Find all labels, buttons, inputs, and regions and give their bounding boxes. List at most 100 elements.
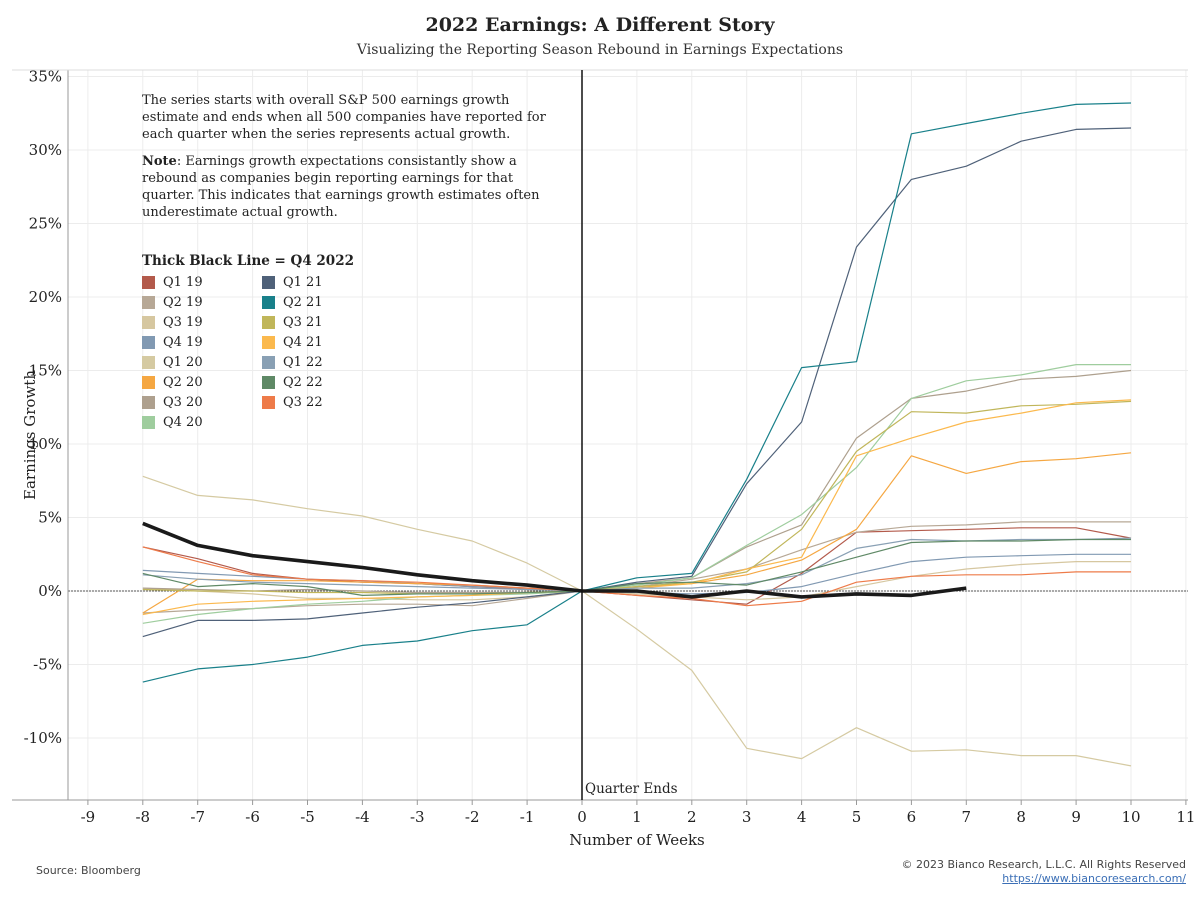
y-axis-label: Earnings Growth <box>21 370 39 500</box>
legend-label: Q4 21 <box>283 334 323 350</box>
legend-swatch <box>262 395 275 409</box>
x-tick-label: 9 <box>1071 808 1081 826</box>
legend-label: Q1 20 <box>163 354 203 370</box>
axes <box>12 69 1188 801</box>
y-tick-label: -10% <box>24 729 62 747</box>
legend-label: Q4 20 <box>163 414 203 430</box>
legend-item: Q4 21 <box>262 332 382 352</box>
series-layer <box>142 102 1132 767</box>
legend-label: Q2 19 <box>163 294 203 310</box>
legend-item: Q4 19 <box>142 332 262 352</box>
legend-item: Q3 21 <box>262 312 382 332</box>
legend-swatch <box>262 295 275 309</box>
series-line-q2-21 <box>142 102 1132 683</box>
legend-item: Q1 20 <box>142 352 262 372</box>
y-tick-label: 0% <box>38 582 62 600</box>
series-line-q1-20 <box>142 475 1132 767</box>
x-tick-label: 11 <box>1176 808 1195 826</box>
source-note: Source: Bloomberg <box>36 864 141 877</box>
legend-swatch <box>142 395 155 409</box>
chart-title: 2022 Earnings: A Different Story <box>425 14 775 36</box>
legend-label: Q4 19 <box>163 334 203 350</box>
legend-item: Q3 19 <box>142 312 262 332</box>
legend-swatch <box>262 335 275 349</box>
y-tick-label: 25% <box>29 215 62 233</box>
legend-swatch <box>262 375 275 389</box>
legend-items: Q1 19 Q2 19 Q3 19 Q4 19 Q1 20 Q2 20 Q3 20 Q4 20… <box>142 272 382 432</box>
x-tick-label: -5 <box>300 808 315 826</box>
chart-subtitle: Visualizing the Reporting Season Rebound… <box>356 42 844 58</box>
legend-swatch <box>142 355 155 369</box>
x-tick-label: -1 <box>520 808 535 826</box>
intro-note: The series starts with overall S&P 500 e… <box>142 93 546 142</box>
legend-item: Q4 20 <box>142 412 262 432</box>
legend-swatch <box>142 295 155 309</box>
y-tick-label: 5% <box>38 509 62 527</box>
x-tick-label: 1 <box>632 808 642 826</box>
series-line-q4-22 <box>142 521 967 599</box>
note-paragraph: Note: Earnings growth expectations consi… <box>142 153 562 221</box>
note-text: : Earnings growth expectations consistan… <box>142 154 540 220</box>
x-tick-label: -3 <box>410 808 425 826</box>
x-tick-label: -6 <box>245 808 260 826</box>
x-tick-label: -9 <box>81 808 96 826</box>
legend-swatch <box>142 275 155 289</box>
series-line-q1-21 <box>142 127 1132 638</box>
x-tick-label: -2 <box>465 808 480 826</box>
x-tick-label: 5 <box>852 808 862 826</box>
series-line-q3-21 <box>142 400 1132 595</box>
y-tick-label: 30% <box>29 141 62 159</box>
note-label: Note <box>142 154 177 169</box>
y-tick-label: 15% <box>29 362 62 380</box>
x-tick-label: 2 <box>687 808 697 826</box>
x-tick-label: 7 <box>962 808 972 826</box>
legend-item: Q3 20 <box>142 392 262 412</box>
legend-swatch <box>262 355 275 369</box>
legend-item: Q1 21 <box>262 272 382 292</box>
series-line-q2-22 <box>142 538 1131 597</box>
legend-label: Q3 19 <box>163 314 203 330</box>
y-tick-label: 35% <box>29 68 62 86</box>
legend-item: Q3 22 <box>262 392 382 412</box>
legend-item: Q2 21 <box>262 292 382 312</box>
legend-label: Q2 21 <box>283 294 323 310</box>
legend-label: Q3 20 <box>163 394 203 410</box>
legend-swatch <box>142 415 155 429</box>
legend-title: Thick Black Line = Q4 2022 <box>142 253 354 269</box>
x-tick-label: 4 <box>797 808 807 826</box>
legend-label: Q2 20 <box>163 374 203 390</box>
x-tick-labels: -9 -8 -7 -6 -5 -4 -3 -2 -1 0 1 2 3 4 5 6 7 8 9 10 11 <box>81 800 1195 826</box>
footer: © 2023 Bianco Research, L.L.C. All Right… <box>902 858 1186 886</box>
y-tick-label: 20% <box>29 288 62 306</box>
x-tick-label: 8 <box>1016 808 1026 826</box>
x-tick-label: -7 <box>190 808 205 826</box>
x-axis-label: Number of Weeks <box>569 831 705 849</box>
legend-item: Q2 22 <box>262 372 382 392</box>
legend-swatch <box>142 375 155 389</box>
copyright-text: © 2023 Bianco Research, L.L.C. All Right… <box>901 858 1186 871</box>
legend: Thick Black Line = Q4 2022 Q1 19 Q2 19 Q3 … <box>142 253 382 432</box>
legend-label: Q1 19 <box>163 274 203 290</box>
x-tick-label: 3 <box>742 808 752 826</box>
annotation-notes: The series starts with overall S&P 500 e… <box>142 92 562 231</box>
legend-label: Q2 22 <box>283 374 323 390</box>
legend-swatch <box>142 315 155 329</box>
x-tick-label: -4 <box>355 808 370 826</box>
legend-label: Q3 22 <box>283 394 323 410</box>
legend-swatch <box>262 275 275 289</box>
quarter-ends-label: Quarter Ends <box>585 781 678 797</box>
legend-label: Q1 22 <box>283 354 323 370</box>
legend-label: Q3 21 <box>283 314 323 330</box>
series-line-q4-20 <box>142 364 1131 624</box>
legend-label: Q1 21 <box>283 274 323 290</box>
legend-swatch <box>142 335 155 349</box>
x-tick-label: 0 <box>577 808 587 826</box>
legend-item: Q1 22 <box>262 352 382 372</box>
y-tick-labels: -10% -5% 0% 5% 10% 15% 20% 25% 30% 35% <box>24 68 62 748</box>
x-tick-label: 6 <box>907 808 917 826</box>
website-link[interactable]: https://www.biancoresearch.com/ <box>1002 872 1186 885</box>
legend-item: Q1 19 <box>142 272 262 292</box>
legend-item: Q2 19 <box>142 292 262 312</box>
legend-item: Q2 20 <box>142 372 262 392</box>
